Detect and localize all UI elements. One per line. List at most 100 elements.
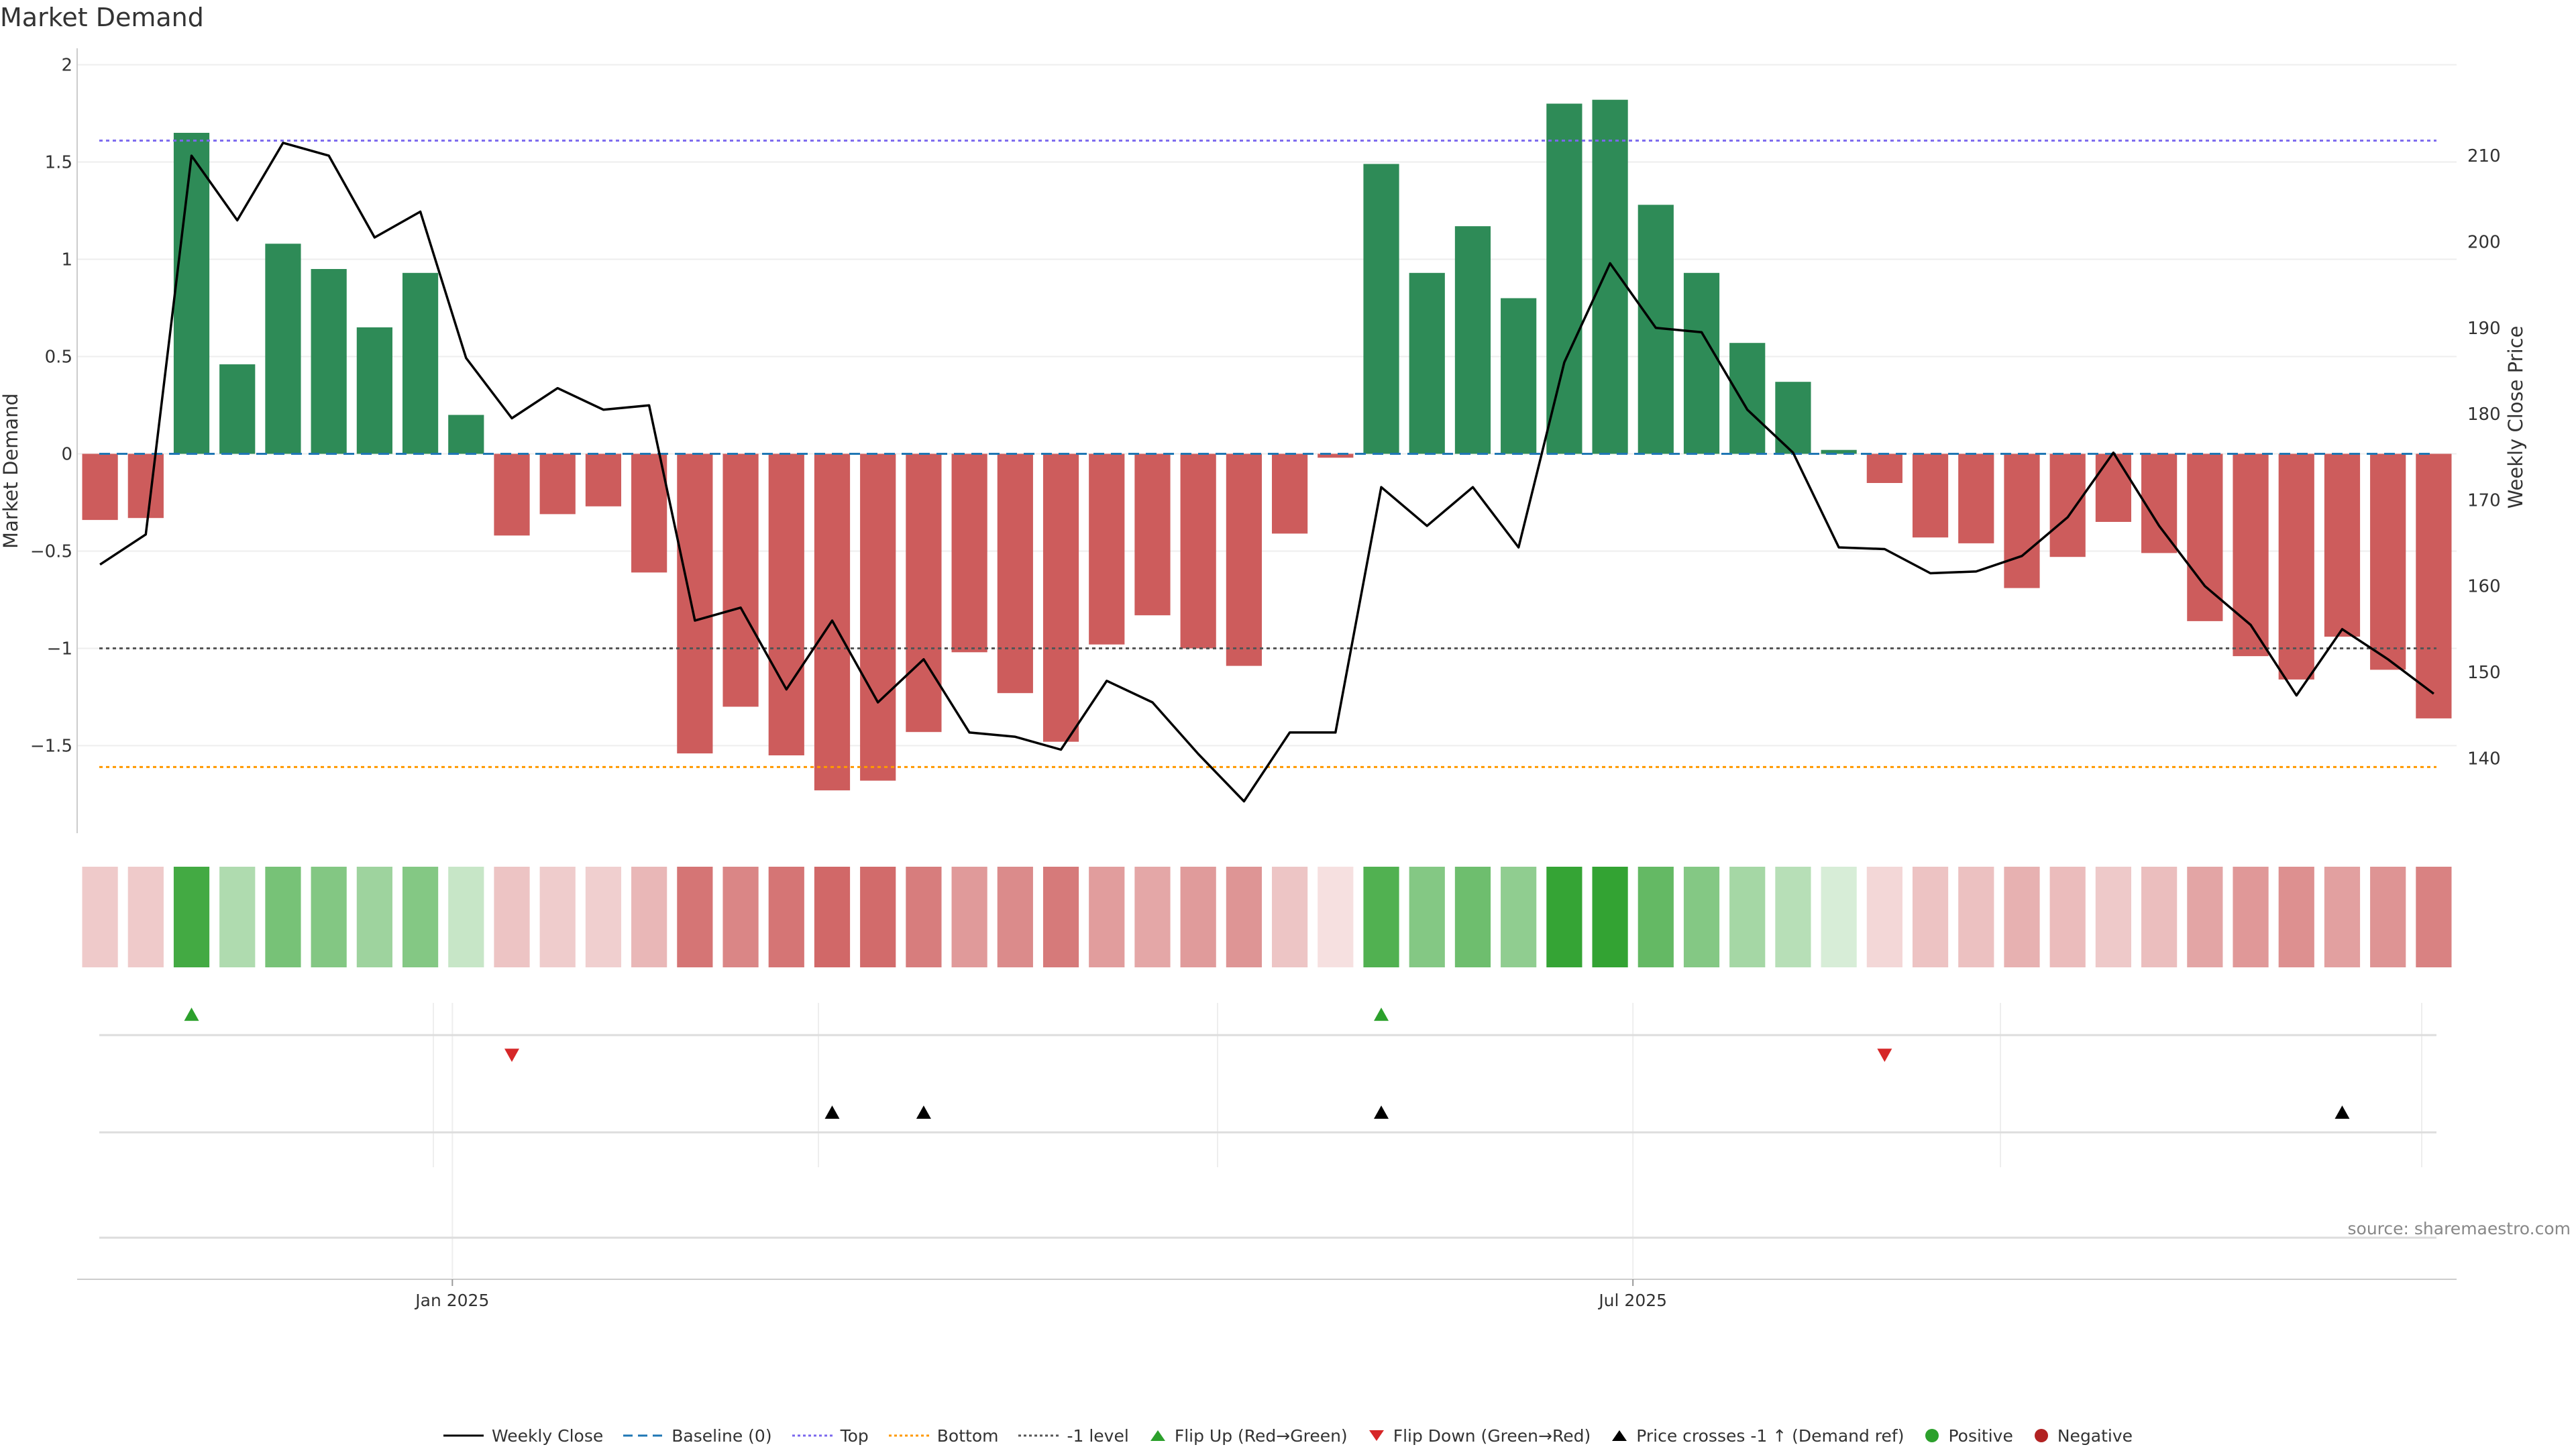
price-cross-icon [1612, 1430, 1627, 1441]
demand-bar [265, 244, 301, 454]
demand-bar [127, 453, 164, 519]
y-tick-label: −1.5 [30, 737, 72, 757]
demand-bar [2278, 453, 2314, 680]
demand-bar [1454, 226, 1491, 454]
legend-label: Flip Up (Red→Green) [1174, 1426, 1348, 1446]
legend-positive: Positive [1924, 1426, 2013, 1446]
demand-bar [768, 453, 804, 755]
demand-bar [1866, 453, 1902, 483]
demand-bar [2233, 453, 2269, 657]
y2-axis-label: Weekly Close Price [2504, 326, 2527, 509]
demand-bar [1042, 453, 1079, 742]
flip-down-marker [504, 1049, 520, 1062]
demand-bar [2004, 453, 2040, 588]
demand-bar [585, 453, 622, 506]
heat-cell [2141, 867, 2178, 967]
legend-label: Price crosses -1 ↑ (Demand ref) [1636, 1426, 1904, 1446]
heat-cell [402, 867, 439, 967]
y-axis-label: Market Demand [0, 393, 22, 549]
demand-bar [631, 453, 667, 573]
heat-cell [2095, 867, 2132, 967]
demand-bar [1729, 343, 1766, 454]
y2-tick-label: 140 [2467, 749, 2501, 769]
heat-cell [768, 867, 804, 967]
heat-cell [1958, 867, 1994, 967]
demand-bar [1134, 453, 1171, 616]
y-tick-label: 1 [61, 250, 72, 270]
heat-cell [1272, 867, 1308, 967]
demand-bar [356, 327, 392, 454]
heat-cell [1592, 867, 1628, 967]
flip-up-icon [1150, 1430, 1165, 1441]
heat-cell [1821, 867, 1857, 967]
demand-bar [1318, 453, 1354, 458]
demand-bar [1592, 99, 1628, 454]
x-tick-label: Jul 2025 [1597, 1291, 1667, 1310]
demand-bar [677, 453, 713, 754]
negative-dot-icon [2034, 1429, 2048, 1442]
heat-cell [1638, 867, 1674, 967]
demand-bar [219, 364, 256, 454]
y-tick-label: 0 [61, 445, 72, 465]
heat-cell [173, 867, 210, 967]
heat-cell [2370, 867, 2406, 967]
legend-top: Top [792, 1426, 869, 1446]
demand-bar [2095, 453, 2132, 522]
legend-label: Weekly Close [491, 1426, 604, 1446]
heat-cell [2324, 867, 2361, 967]
heat-cell [1501, 867, 1537, 967]
heat-cell [722, 867, 759, 967]
heat-cell [494, 867, 530, 967]
weekly-close-line [99, 142, 2434, 803]
legend-minus-one: -1 level [1018, 1426, 1129, 1446]
y2-tick-label: 150 [2467, 663, 2501, 683]
demand-bar [448, 415, 484, 454]
heat-cell [82, 867, 118, 967]
price-cross-marker [1374, 1106, 1389, 1119]
y2-tick-label: 180 [2467, 405, 2501, 425]
heat-cell [997, 867, 1033, 967]
legend: Weekly Close Baseline (0) Top Bottom -1 … [0, 1422, 2576, 1449]
demand-bar [494, 453, 530, 536]
demand-bar [951, 453, 987, 653]
heat-cell [1363, 867, 1399, 967]
demand-bar [2049, 453, 2086, 557]
heat-cell [1729, 867, 1766, 967]
demand-bar [2141, 453, 2178, 553]
x-tick-label: Jan 2025 [414, 1291, 489, 1310]
legend-label: Positive [1948, 1426, 2013, 1446]
demand-bar [1089, 453, 1125, 645]
y-tick-label: −1 [47, 639, 72, 659]
legend-label: Top [840, 1426, 869, 1446]
y-tick-label: −0.5 [30, 542, 72, 562]
y2-tick-label: 190 [2467, 319, 2501, 339]
demand-bar [1272, 453, 1308, 534]
demand-bar [82, 453, 118, 521]
heat-cell [1089, 867, 1125, 967]
heat-cell [585, 867, 622, 967]
legend-negative: Negative [2033, 1426, 2133, 1446]
demand-bar [173, 133, 210, 454]
demand-bar [1409, 272, 1445, 454]
price-cross-marker [916, 1106, 931, 1119]
legend-flip-up: Flip Up (Red→Green) [1149, 1426, 1348, 1446]
demand-bar [539, 453, 576, 515]
heat-cell [127, 867, 164, 967]
heat-cell [2049, 867, 2086, 967]
positive-dot-icon [1925, 1429, 1939, 1442]
heat-cell [265, 867, 301, 967]
demand-bar [1775, 382, 1811, 454]
demand-bar [1912, 453, 1949, 538]
demand-bar [1363, 164, 1399, 454]
heat-cell [1912, 867, 1949, 967]
legend-flip-down: Flip Down (Green→Red) [1368, 1426, 1591, 1446]
y2-tick-label: 200 [2467, 232, 2501, 252]
y2-tick-label: 170 [2467, 490, 2501, 511]
heat-cell [2233, 867, 2269, 967]
demand-bar [1226, 453, 1262, 666]
heat-cell [1226, 867, 1262, 967]
demand-bar [1501, 298, 1537, 454]
demand-bar [311, 269, 347, 454]
demand-bar [2416, 453, 2452, 718]
